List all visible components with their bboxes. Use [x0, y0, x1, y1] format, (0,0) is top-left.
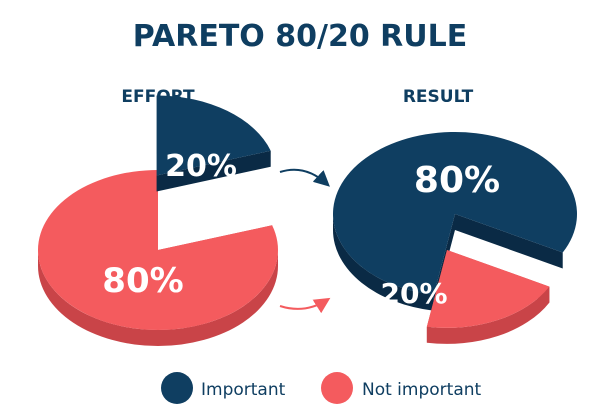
effort-slice-not-important: [37, 170, 278, 330]
arrow-bottom-icon: [279, 297, 331, 314]
effort-slice-important-cut-1: [156, 150, 271, 192]
effort-pie: 20% 80%: [37, 95, 278, 346]
legend-swatch-important: [161, 372, 193, 404]
legend-swatch-not-important: [321, 372, 353, 404]
result-pie: 80% 20%: [332, 132, 577, 344]
result-title: RESULT: [403, 87, 474, 107]
legend: Important Not important: [161, 372, 482, 404]
effort-label-not-important: 80%: [102, 261, 183, 301]
legend-label-important: Important: [201, 380, 286, 400]
result-slice-not-important-side: [426, 286, 550, 344]
result-slice-important-side: [333, 214, 434, 311]
result-slice-important: [332, 132, 577, 295]
chart-title: PARETO 80/20 RULE: [133, 19, 467, 54]
effort-label-important: 20%: [165, 149, 237, 184]
legend-label-not-important: Not important: [362, 380, 482, 400]
result-slice-not-important: [426, 250, 550, 328]
effort-slice-important: [156, 95, 271, 176]
result-slice-important-cut-1: [455, 214, 563, 269]
arrow-top-icon: [279, 168, 330, 187]
result-label-not-important: 20%: [380, 277, 447, 310]
effort-slice-not-important-side: [38, 250, 278, 346]
result-label-important: 80%: [414, 160, 500, 201]
